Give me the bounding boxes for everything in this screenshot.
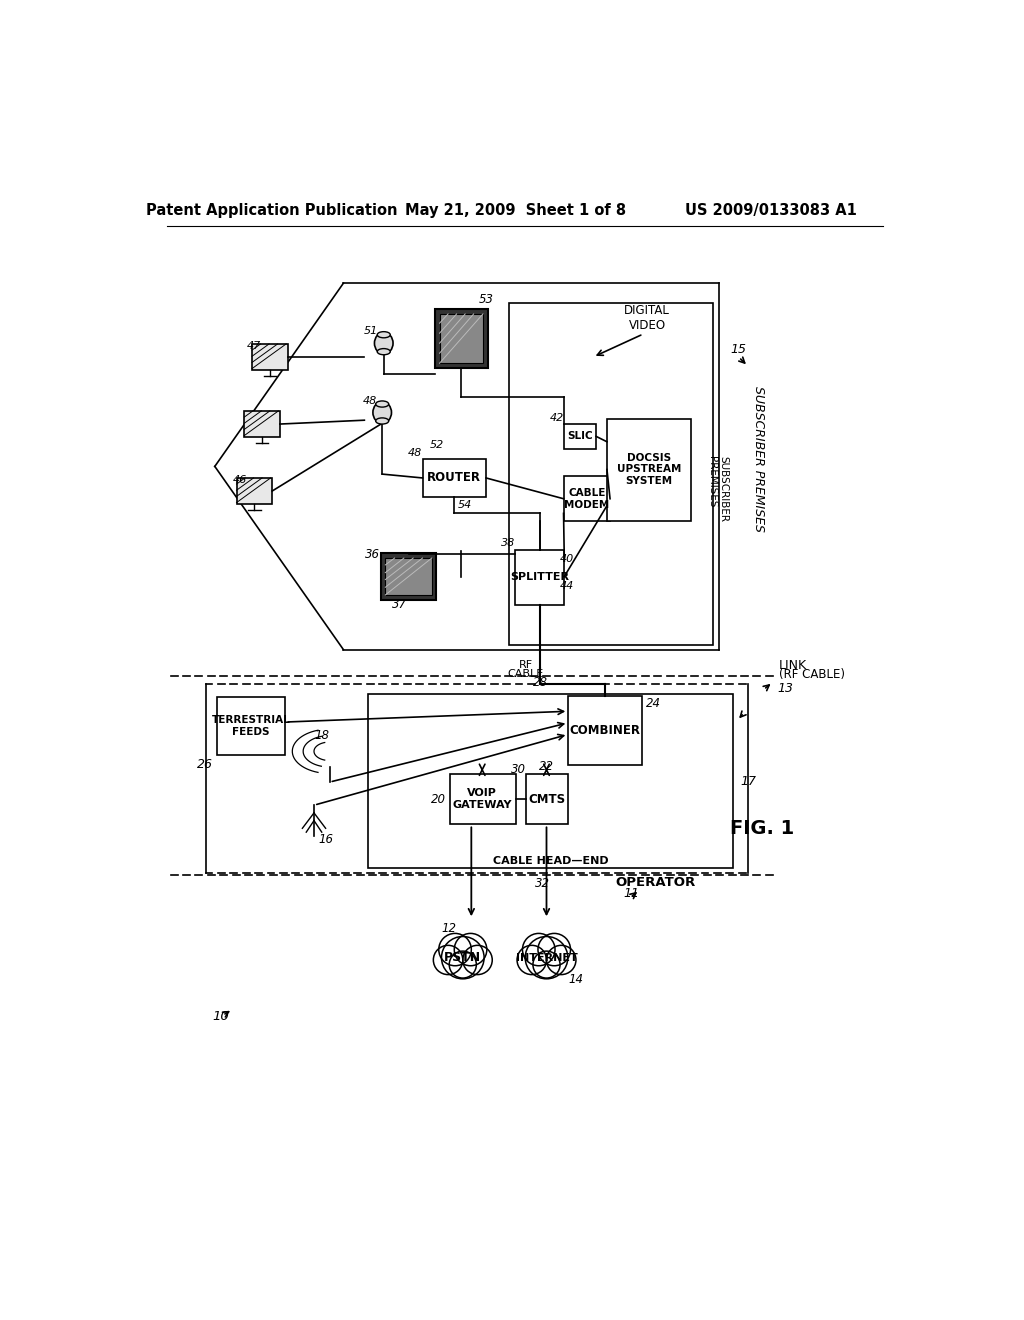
Bar bbox=[439, 314, 483, 363]
Text: May 21, 2009  Sheet 1 of 8: May 21, 2009 Sheet 1 of 8 bbox=[404, 203, 626, 218]
Text: 20: 20 bbox=[431, 792, 445, 805]
Text: CABLE: CABLE bbox=[508, 668, 544, 678]
Text: 15: 15 bbox=[731, 343, 746, 356]
Text: OPERATOR: OPERATOR bbox=[614, 875, 695, 888]
Text: CMTS: CMTS bbox=[528, 792, 565, 805]
Circle shape bbox=[463, 945, 493, 974]
Ellipse shape bbox=[376, 401, 389, 407]
Text: 54: 54 bbox=[458, 500, 472, 510]
Ellipse shape bbox=[377, 331, 390, 338]
Text: CABLE
MODEM: CABLE MODEM bbox=[564, 488, 609, 510]
Circle shape bbox=[455, 933, 486, 966]
Bar bbox=[237, 478, 272, 504]
Bar bbox=[385, 558, 432, 595]
Text: 28: 28 bbox=[532, 676, 548, 689]
Ellipse shape bbox=[375, 333, 393, 354]
Text: 32: 32 bbox=[536, 878, 550, 890]
Text: 53: 53 bbox=[478, 293, 494, 306]
Text: ROUTER: ROUTER bbox=[427, 471, 481, 484]
Text: COMBINER: COMBINER bbox=[569, 723, 640, 737]
Text: 36: 36 bbox=[366, 548, 380, 561]
Bar bbox=[245, 411, 280, 437]
Bar bbox=[525, 775, 568, 825]
Text: 17: 17 bbox=[740, 775, 757, 788]
Bar bbox=[435, 309, 487, 368]
Text: 18: 18 bbox=[314, 730, 330, 742]
Text: 26: 26 bbox=[198, 758, 213, 771]
Bar bbox=[563, 424, 596, 449]
Text: 12: 12 bbox=[441, 921, 457, 935]
Text: 37: 37 bbox=[392, 598, 407, 611]
Bar bbox=[509, 304, 713, 645]
Text: RF: RF bbox=[518, 660, 532, 671]
Text: SPLITTER: SPLITTER bbox=[510, 573, 569, 582]
Circle shape bbox=[438, 933, 471, 966]
Text: TERRESTRIAL
FEEDS: TERRESTRIAL FEEDS bbox=[212, 715, 291, 737]
Text: 46: 46 bbox=[232, 475, 247, 486]
Text: 48: 48 bbox=[362, 396, 377, 407]
Text: 10: 10 bbox=[213, 1010, 229, 1023]
Text: PSTN: PSTN bbox=[444, 952, 481, 964]
Text: US 2009/0133083 A1: US 2009/0133083 A1 bbox=[685, 203, 857, 218]
Circle shape bbox=[532, 952, 560, 978]
Circle shape bbox=[450, 952, 476, 978]
Circle shape bbox=[441, 936, 484, 979]
Text: 16: 16 bbox=[318, 833, 333, 846]
Bar bbox=[423, 459, 486, 498]
Ellipse shape bbox=[373, 401, 391, 424]
Text: 24: 24 bbox=[646, 697, 660, 710]
Text: 40: 40 bbox=[559, 554, 573, 564]
Text: 11: 11 bbox=[624, 887, 640, 900]
Bar bbox=[252, 345, 288, 370]
Bar bbox=[607, 418, 690, 521]
Bar bbox=[369, 694, 732, 869]
Bar bbox=[515, 549, 564, 605]
Text: 30: 30 bbox=[511, 763, 526, 776]
Text: 51: 51 bbox=[364, 326, 378, 335]
Text: (RF CABLE): (RF CABLE) bbox=[779, 668, 845, 681]
Text: FIG. 1: FIG. 1 bbox=[730, 818, 794, 838]
Bar bbox=[381, 553, 436, 599]
Text: 42: 42 bbox=[550, 413, 564, 422]
Circle shape bbox=[525, 936, 568, 979]
Circle shape bbox=[522, 933, 555, 966]
Text: SUBSCRIBER PREMISES: SUBSCRIBER PREMISES bbox=[752, 385, 765, 532]
Text: SLIC: SLIC bbox=[567, 432, 593, 441]
Circle shape bbox=[517, 945, 547, 974]
Text: 47: 47 bbox=[247, 341, 261, 351]
Ellipse shape bbox=[376, 418, 389, 424]
Bar bbox=[217, 697, 286, 755]
Text: 44: 44 bbox=[559, 581, 573, 591]
Text: Patent Application Publication: Patent Application Publication bbox=[145, 203, 397, 218]
Ellipse shape bbox=[377, 348, 390, 355]
Text: CABLE HEAD—END: CABLE HEAD—END bbox=[493, 855, 608, 866]
Text: 52: 52 bbox=[429, 440, 443, 450]
Text: DOCSIS
UPSTREAM
SYSTEM: DOCSIS UPSTREAM SYSTEM bbox=[616, 453, 681, 486]
Text: 48: 48 bbox=[408, 447, 422, 458]
Text: 22: 22 bbox=[539, 760, 554, 774]
Text: VOIP
GATEWAY: VOIP GATEWAY bbox=[453, 788, 512, 810]
Bar bbox=[568, 696, 642, 766]
Text: 14: 14 bbox=[568, 973, 584, 986]
Circle shape bbox=[433, 945, 463, 974]
Text: SUBSCRIBER
PREMISES: SUBSCRIBER PREMISES bbox=[707, 457, 728, 523]
Text: LINK: LINK bbox=[779, 659, 807, 672]
Bar bbox=[450, 775, 515, 825]
Circle shape bbox=[547, 945, 575, 974]
Text: 13: 13 bbox=[777, 681, 794, 694]
Text: INTERNET: INTERNET bbox=[516, 953, 578, 962]
Text: DIGITAL
VIDEO: DIGITAL VIDEO bbox=[625, 304, 670, 331]
Bar bbox=[563, 477, 610, 521]
Text: 38: 38 bbox=[501, 539, 515, 548]
Circle shape bbox=[538, 933, 570, 966]
